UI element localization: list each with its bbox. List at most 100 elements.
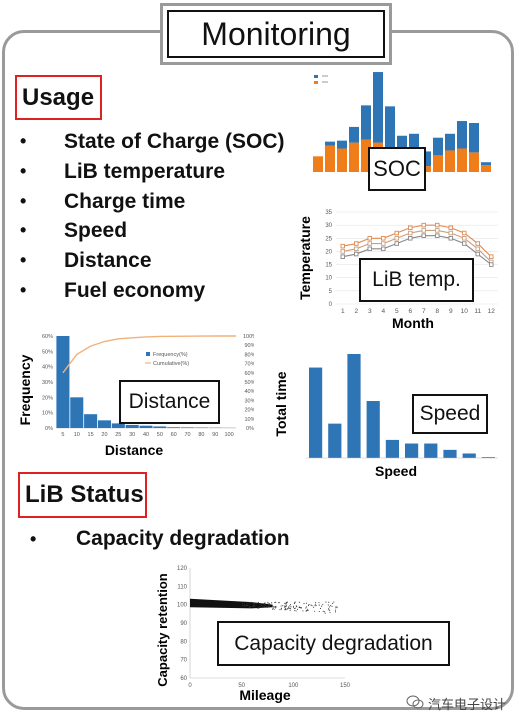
list-item: • State of Charge (SOC) — [20, 130, 285, 153]
list-item: • Charge time — [20, 189, 186, 213]
capacity-point — [305, 607, 307, 609]
distance-ytick-right: 30% — [244, 398, 254, 404]
temp-point — [407, 225, 413, 231]
distance-ytick-right: 90% — [244, 343, 254, 349]
temp-xtick: 9 — [449, 308, 453, 315]
soc-bar-upper — [325, 141, 335, 146]
distance-xtick: 25 — [115, 432, 121, 438]
temp-point — [488, 254, 494, 259]
capacity-ytick: 110 — [177, 584, 187, 590]
temp-point — [461, 241, 467, 246]
temp-series-line — [342, 224, 492, 258]
capacity-point — [268, 606, 270, 608]
capacity-point — [286, 601, 288, 603]
monitoring-panel — [2, 30, 514, 710]
distance-ytick-right: 80% — [244, 352, 254, 358]
distance-xtick: 40 — [143, 432, 149, 438]
soc-bar-upper — [457, 121, 467, 149]
temp-point — [354, 246, 359, 252]
watermark: 汽车电子设计 — [406, 694, 506, 713]
temp-xtick: 8 — [435, 308, 439, 315]
temp-ytick: 30 — [325, 223, 332, 229]
temp-point — [394, 241, 399, 246]
capacity-point — [287, 607, 289, 610]
temp-xtick: 1 — [341, 308, 345, 315]
capacity-point — [262, 605, 264, 607]
lib-status-item: • Capacity degradation — [30, 527, 290, 550]
capacity-xtick: 50 — [238, 683, 245, 689]
capacity-point — [311, 605, 313, 607]
capacity-point — [254, 606, 256, 608]
temp-point — [434, 222, 440, 228]
distance-ytick-left: 30% — [42, 380, 53, 386]
capacity-point — [328, 606, 330, 608]
capacity-point — [334, 609, 336, 611]
capacity-point — [331, 605, 333, 607]
temp-point — [461, 236, 467, 241]
temp-point — [488, 262, 494, 267]
capacity-ytick: 120 — [177, 566, 188, 572]
capacity-point — [271, 602, 273, 604]
capacity-point — [263, 606, 265, 608]
capacity-point — [273, 606, 275, 608]
temp-point — [407, 230, 413, 236]
capacity-point — [305, 609, 307, 612]
capacity-point — [299, 607, 302, 609]
distance-legend: Frequency(%) Cumulative(%) — [145, 352, 189, 367]
capacity-point — [275, 601, 277, 603]
temp-ytick: 25 — [325, 236, 332, 242]
distance-chart: Frequency 0% 10% 20% 30% 40% 50% 60% 0% 10% 20% 30… — [18, 334, 254, 458]
distance-cumulative-line — [62, 335, 236, 374]
temp-xtick: 4 — [381, 308, 385, 315]
capacity-point — [256, 603, 258, 605]
capacity-point — [279, 609, 281, 611]
capacity-ytick: 100 — [177, 603, 188, 609]
capacity-point — [285, 603, 287, 605]
distance-ytick-right: 40% — [244, 389, 254, 395]
capacity-point — [292, 605, 294, 607]
capacity-point — [284, 606, 286, 608]
capacity-point — [290, 606, 292, 608]
distance-ytick-left: 10% — [42, 411, 53, 417]
soc-bar-lower — [433, 155, 443, 172]
capacity-point — [306, 606, 308, 608]
capacity-point — [323, 611, 325, 613]
capacity-point — [285, 602, 287, 604]
distance-xtick: 15 — [88, 432, 94, 438]
capacity-point — [252, 605, 254, 608]
capacity-point — [298, 601, 300, 603]
capacity-point — [289, 605, 291, 607]
capacity-point — [246, 605, 248, 607]
distance-xtick: 50 — [157, 432, 163, 438]
capacity-point — [284, 609, 286, 611]
soc-bar-upper — [385, 106, 395, 156]
distance-bar — [181, 427, 195, 428]
distance-bar — [139, 425, 153, 428]
temp-xtick: 6 — [408, 308, 412, 315]
capacity-chart: Capacity retention 60 70 80 90 100 110 120 0 50 1… — [155, 566, 351, 703]
capacity-point — [295, 610, 297, 612]
capacity-point — [298, 606, 300, 608]
capacity-point — [314, 603, 316, 605]
distance-xtick: 80 — [198, 432, 204, 438]
temp-point — [394, 236, 399, 241]
capacity-point — [319, 607, 322, 610]
capacity-point — [295, 605, 297, 607]
title-box: Monitoring — [160, 3, 392, 65]
capacity-point — [335, 606, 337, 608]
soc-bar-upper — [373, 72, 383, 143]
temp-point — [461, 230, 467, 236]
capacity-point — [252, 602, 255, 604]
temp-point — [407, 236, 413, 241]
soc-bar-upper — [469, 123, 479, 153]
capacity-point — [286, 608, 288, 610]
capacity-point — [322, 610, 324, 612]
capacity-point — [324, 612, 326, 614]
speed-bar — [309, 367, 323, 458]
temp-point — [434, 233, 440, 238]
capacity-point — [273, 608, 275, 610]
soc-bar-lower — [469, 152, 479, 172]
temp-xtick: 5 — [395, 308, 399, 315]
temp-xtick: 2 — [354, 308, 358, 315]
capacity-point — [257, 607, 259, 609]
